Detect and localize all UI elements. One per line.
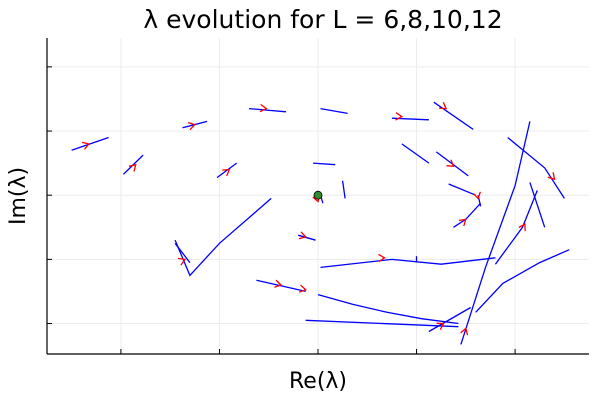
data-point-0 [313, 190, 323, 200]
arrow-marker-21 [446, 159, 455, 168]
series-line-2 [248, 107, 287, 113]
series-line-12 [428, 306, 472, 333]
series-line-25 [174, 242, 191, 263]
series-line-22 [433, 101, 474, 130]
series-line-0 [71, 136, 109, 151]
arrow-marker-15 [460, 327, 469, 336]
series-line-29 [298, 234, 316, 241]
arrow-marker-16 [518, 223, 526, 232]
series-line-9 [317, 293, 459, 325]
x-axis-label: Re(λ) [289, 369, 347, 394]
arrow-marker-9 [298, 284, 307, 293]
arrow-marker-4 [177, 257, 187, 266]
arrow-marker-13 [378, 253, 386, 263]
arrow-marker-5 [128, 163, 137, 172]
series-line-18 [507, 136, 565, 199]
arrow-markers [81, 101, 556, 336]
arrow-marker-6 [222, 168, 231, 177]
series-line-16 [494, 190, 538, 265]
axes [46, 38, 589, 355]
arrow-marker-20 [395, 112, 404, 121]
series-line-15 [460, 121, 531, 345]
series-line-28 [341, 180, 346, 199]
arrow-marker-22 [439, 101, 448, 110]
series-line-23 [448, 183, 476, 196]
arrow-marker-12 [436, 322, 445, 331]
arrow-marker-1 [187, 121, 196, 131]
arrow-marker-26 [458, 218, 467, 227]
series-line-3 [320, 107, 348, 115]
arrow-marker-2 [259, 103, 268, 113]
arrow-marker-11 [274, 279, 283, 288]
series-line-4 [174, 197, 272, 277]
arrow-marker-29 [298, 231, 307, 240]
series-line-11 [256, 279, 306, 293]
arrow-marker-24 [472, 191, 482, 200]
arrow-marker-18 [547, 172, 556, 181]
series-line-19 [401, 143, 430, 164]
series-line-10 [305, 319, 459, 328]
series-line-14 [475, 249, 570, 313]
chart-title: λ evolution for L = 6,8,10,12 [143, 5, 502, 34]
point-markers [313, 190, 323, 200]
y-axis-label: Im(λ) [6, 167, 31, 225]
series-line-17 [529, 182, 546, 228]
series-line-8 [313, 162, 336, 166]
arrow-marker-0 [81, 141, 91, 150]
